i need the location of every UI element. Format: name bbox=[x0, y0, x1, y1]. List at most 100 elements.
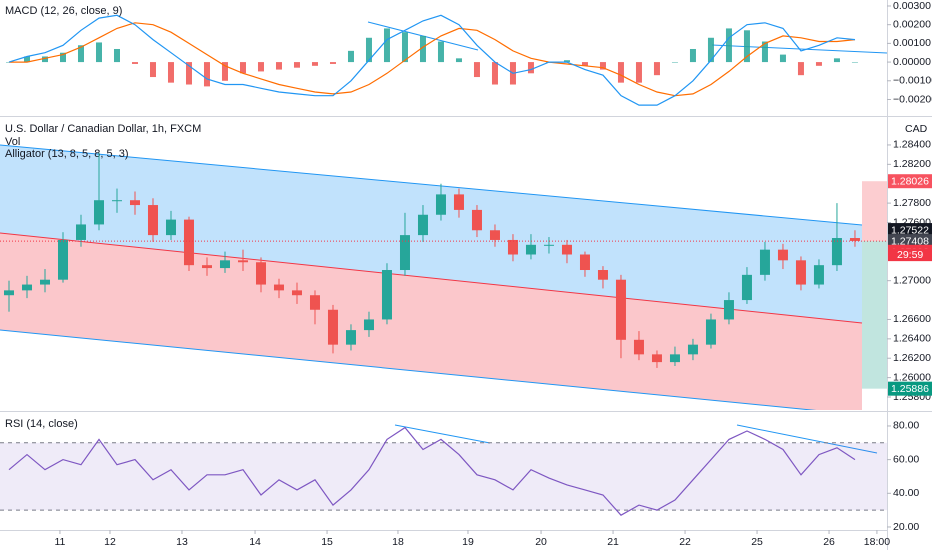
histogram-bar bbox=[293, 62, 300, 68]
candle-body bbox=[669, 354, 680, 363]
candle-body bbox=[615, 279, 626, 340]
histogram-bar bbox=[185, 62, 192, 85]
y-tick-label: 60.00 bbox=[893, 453, 919, 465]
indicator-line bbox=[8, 14, 856, 106]
histogram-bar bbox=[779, 54, 786, 63]
channel-line bbox=[0, 232, 863, 324]
candle-body bbox=[561, 244, 572, 255]
x-tick-label: 25 bbox=[751, 536, 763, 548]
candle-body bbox=[507, 239, 518, 255]
x-tick-label: 15 bbox=[321, 536, 333, 548]
candle-body bbox=[723, 300, 734, 320]
y-tick-label: 20.00 bbox=[893, 521, 919, 533]
indicator-line bbox=[9, 22, 856, 97]
y-tick-label: 1.26000 bbox=[893, 371, 931, 383]
candle-body bbox=[831, 238, 842, 266]
candle-body bbox=[399, 235, 410, 271]
candle-body bbox=[633, 339, 644, 355]
indicator-label: Alligator (13, 8, 5, 8, 5, 3) bbox=[5, 148, 129, 160]
candle-body bbox=[597, 270, 608, 280]
histogram-bar bbox=[455, 58, 462, 63]
x-tick-label: 20 bbox=[535, 536, 547, 548]
histogram-bar bbox=[527, 62, 534, 74]
histogram-bar bbox=[689, 48, 696, 63]
histogram-bar bbox=[113, 48, 120, 63]
x-tick-label: 19 bbox=[462, 536, 474, 548]
histogram-bar bbox=[77, 45, 84, 63]
y-tick-label: 0.00000 bbox=[893, 56, 931, 68]
y-tick-label: 1.26400 bbox=[893, 333, 931, 345]
rsi-line bbox=[8, 426, 856, 516]
histogram-bar bbox=[383, 28, 390, 63]
trend-line bbox=[736, 424, 878, 454]
histogram-bar bbox=[239, 62, 246, 74]
histogram-bar bbox=[347, 50, 354, 63]
channel-lower bbox=[0, 233, 862, 410]
candle-body bbox=[417, 214, 428, 236]
candle-body bbox=[453, 194, 464, 210]
y-tick-label: −0.00100 bbox=[893, 75, 932, 87]
histogram-bar bbox=[743, 30, 750, 63]
histogram-bar bbox=[149, 62, 156, 78]
y-tick-label: 1.27000 bbox=[893, 274, 931, 286]
y-tick-label: 0.00300 bbox=[893, 0, 931, 12]
candle-body bbox=[435, 194, 446, 215]
x-tick-label: 11 bbox=[54, 536, 65, 548]
candle-body bbox=[309, 295, 320, 310]
candle-body bbox=[147, 205, 158, 236]
candle-body bbox=[471, 209, 482, 231]
candle-body bbox=[651, 354, 662, 363]
trend-line bbox=[394, 424, 491, 444]
candle-body bbox=[795, 260, 806, 285]
candle-body bbox=[111, 200, 122, 202]
histogram-bar bbox=[563, 60, 570, 63]
channel-line bbox=[0, 329, 817, 410]
candle-body bbox=[363, 319, 374, 331]
y-tick-label: 1.27800 bbox=[893, 197, 931, 209]
indicator-label: Vol bbox=[5, 136, 20, 148]
candle-body bbox=[777, 249, 788, 261]
histogram-bar bbox=[833, 58, 840, 63]
candle-body bbox=[219, 260, 230, 269]
y-tick-label: 80.00 bbox=[893, 420, 919, 432]
histogram-bar bbox=[131, 62, 138, 64]
histogram-bar bbox=[329, 62, 336, 64]
histogram-bar bbox=[473, 62, 480, 78]
histogram-bar bbox=[635, 62, 642, 83]
x-tick-label: 21 bbox=[607, 536, 619, 548]
histogram-bar bbox=[203, 62, 210, 87]
candle-body bbox=[525, 244, 536, 255]
histogram-bar bbox=[275, 62, 282, 70]
candle-body bbox=[183, 219, 194, 266]
y-tick-label: −0.00200 bbox=[893, 93, 932, 105]
histogram-bar bbox=[725, 28, 732, 63]
stop-zone bbox=[862, 241, 887, 389]
candle-body bbox=[579, 254, 590, 271]
channel-upper bbox=[0, 145, 862, 323]
candle-body bbox=[687, 344, 698, 355]
candle-body bbox=[21, 284, 32, 291]
candle-body bbox=[273, 284, 284, 291]
target-zone bbox=[862, 181, 887, 242]
y-tick-label: 1.26200 bbox=[893, 352, 931, 364]
histogram-bar bbox=[797, 62, 804, 76]
candle-body bbox=[327, 309, 338, 345]
price-label: 1.25886 bbox=[891, 383, 929, 395]
candle-body bbox=[813, 265, 824, 285]
histogram-bar bbox=[23, 56, 30, 63]
currency-label: CAD bbox=[905, 123, 928, 135]
candle-body bbox=[201, 265, 212, 269]
price-label-box bbox=[888, 174, 932, 189]
candle-body bbox=[381, 270, 392, 320]
x-tick-label: 14 bbox=[249, 536, 261, 548]
x-tick-label: 12 bbox=[104, 536, 116, 548]
candle-body bbox=[489, 230, 500, 240]
price-label-box bbox=[888, 234, 932, 249]
candle-body bbox=[237, 260, 248, 263]
y-tick-label: 40.00 bbox=[893, 487, 919, 499]
channel bbox=[0, 144, 863, 410]
candle-body bbox=[255, 262, 266, 285]
pane-title: RSI (14, close) bbox=[5, 418, 78, 430]
price-label: 1.27408 bbox=[891, 235, 929, 247]
